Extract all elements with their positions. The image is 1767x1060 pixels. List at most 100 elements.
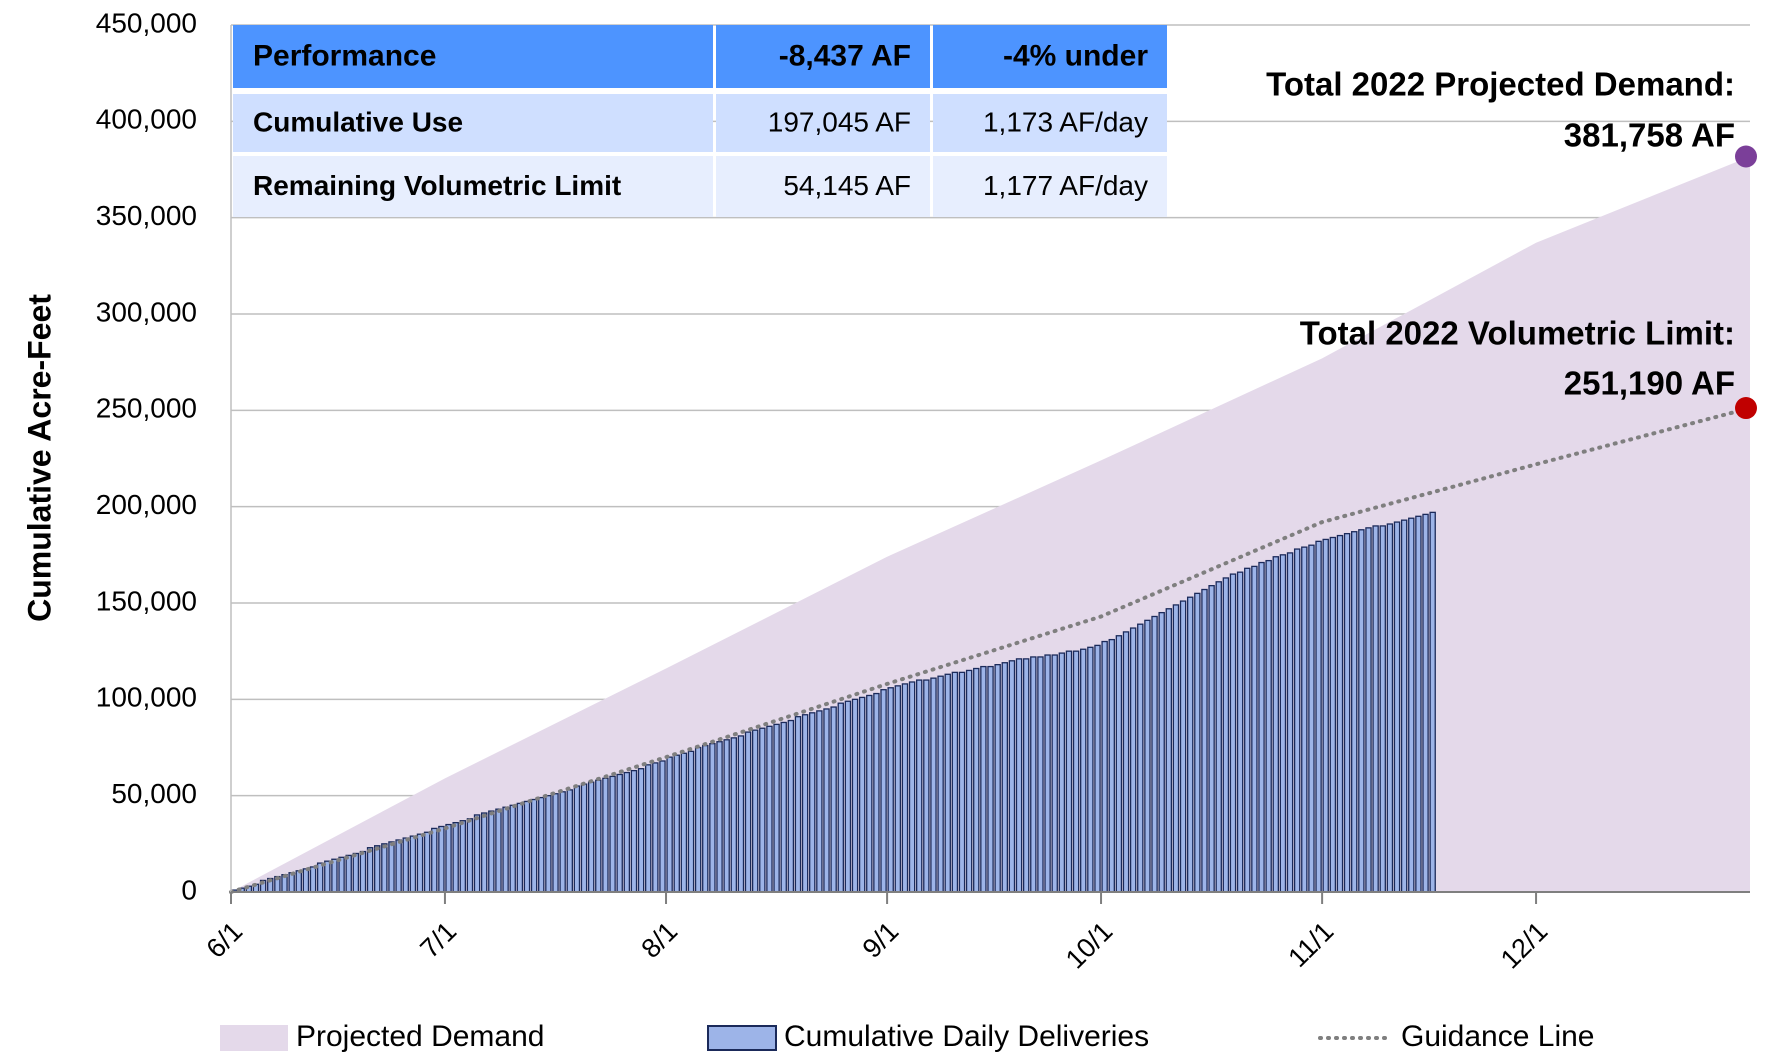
bar <box>780 721 787 893</box>
table-cell <box>233 25 713 88</box>
table-text: -8,437 AF <box>779 39 911 72</box>
bar <box>459 820 467 893</box>
bar <box>659 760 666 893</box>
legend-label: Cumulative Daily Deliveries <box>784 1020 1149 1053</box>
bar <box>723 739 730 893</box>
bar <box>423 831 431 893</box>
bar <box>609 775 616 893</box>
y-tick-label: 200,000 <box>96 489 197 520</box>
bar <box>794 716 802 893</box>
table-cell <box>933 94 1167 152</box>
legend-label: Guidance Line <box>1401 1020 1594 1053</box>
bar <box>1379 525 1386 893</box>
y-tick-label: 0 <box>181 874 197 905</box>
annotation: 381,758 AF <box>1564 117 1735 154</box>
bar <box>673 754 680 893</box>
bar <box>830 706 837 893</box>
x-tick-label: 11/1 <box>1282 916 1339 973</box>
bar <box>737 735 745 893</box>
y-tick-label: 100,000 <box>96 682 197 713</box>
bar <box>580 783 588 893</box>
bar <box>1201 588 1208 893</box>
bar <box>887 687 894 893</box>
bar <box>851 698 859 893</box>
bar <box>801 714 809 893</box>
bar <box>559 791 566 893</box>
table-cell <box>716 156 930 217</box>
bar <box>1094 644 1101 893</box>
table-cell <box>233 94 713 152</box>
bar <box>374 845 381 893</box>
bar <box>1215 581 1222 893</box>
bar <box>509 804 516 893</box>
bar <box>1165 608 1173 893</box>
bar <box>1329 536 1337 893</box>
end-marker <box>1735 145 1757 168</box>
bar <box>1072 650 1080 893</box>
bar <box>516 802 524 893</box>
bar <box>823 708 830 893</box>
bar <box>409 835 417 893</box>
bar <box>1372 525 1379 893</box>
table-cell <box>716 94 930 152</box>
bar <box>944 673 951 893</box>
bar <box>1422 513 1429 893</box>
bar <box>744 731 752 893</box>
bar <box>937 675 944 893</box>
bar <box>1065 650 1073 893</box>
bar <box>309 866 317 893</box>
table-text: 54,145 AF <box>783 170 911 201</box>
bar <box>502 806 509 893</box>
bar <box>730 737 738 893</box>
bar <box>566 789 573 893</box>
bar <box>716 741 723 893</box>
y-tick-label: 50,000 <box>111 778 197 809</box>
bar <box>858 696 866 893</box>
end-marker <box>1735 397 1757 420</box>
bar <box>1051 654 1058 893</box>
y-tick-label: 300,000 <box>96 296 197 327</box>
table-cell <box>933 156 1167 217</box>
bar <box>1293 548 1301 893</box>
bar <box>844 700 852 893</box>
bar <box>1336 534 1344 893</box>
bar <box>1358 529 1365 893</box>
bar <box>1222 577 1230 893</box>
bar <box>316 862 324 893</box>
bar <box>1244 567 1251 893</box>
bar <box>751 729 759 893</box>
bar <box>1400 519 1408 893</box>
bar <box>694 746 702 893</box>
bar <box>1251 565 1258 893</box>
bar <box>1322 538 1329 893</box>
bar <box>930 677 937 893</box>
bar <box>637 768 645 893</box>
bar <box>1144 619 1151 893</box>
table-cell <box>233 156 713 217</box>
bar <box>616 773 623 893</box>
bar <box>545 795 552 893</box>
bar <box>1286 552 1294 893</box>
bar <box>587 781 595 893</box>
bar <box>1186 596 1194 893</box>
bar <box>1415 515 1422 893</box>
table-cell <box>716 25 930 88</box>
bar <box>1101 640 1108 893</box>
y-tick-label: 150,000 <box>96 585 197 616</box>
bar <box>766 725 773 893</box>
bar <box>1137 623 1144 893</box>
bar <box>1008 660 1016 893</box>
bar <box>388 841 395 893</box>
bar <box>1315 540 1322 893</box>
bar <box>488 810 495 893</box>
bar <box>908 681 916 893</box>
y-tick-label: 350,000 <box>96 200 197 231</box>
bar <box>345 854 352 893</box>
bar <box>1172 604 1180 893</box>
bar <box>1229 573 1237 893</box>
guidance-line <box>229 406 1752 894</box>
bar <box>965 669 973 893</box>
bar <box>837 702 844 893</box>
